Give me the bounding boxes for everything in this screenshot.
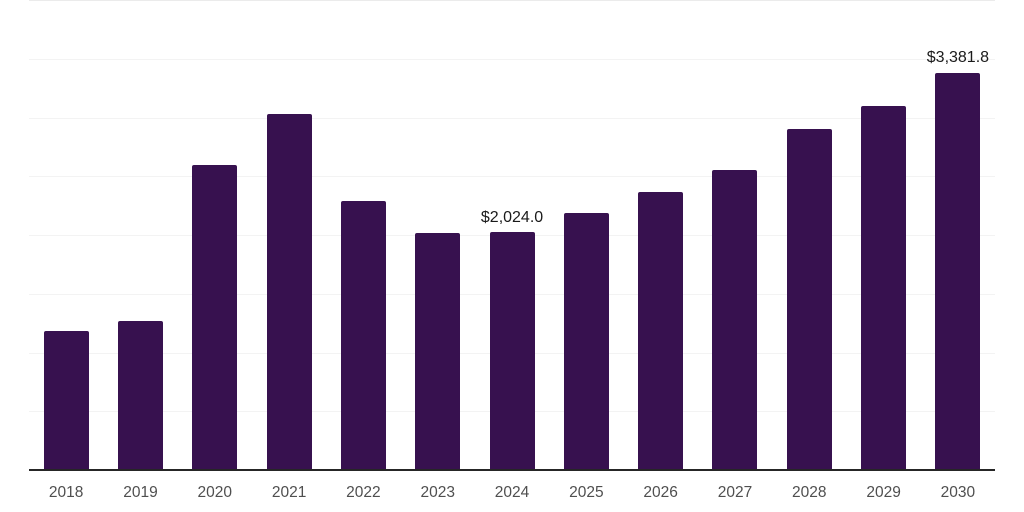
bar-2020[interactable] [192,164,238,470]
x-tick-2024: 2024 [494,484,530,501]
x-tick-2030: 2030 [940,484,976,501]
bar-slot-2027 [698,0,772,470]
bar-2028[interactable] [786,129,832,470]
x-tick-2021: 2021 [271,484,307,501]
bar-slot-2022 [326,0,400,470]
bar-slot-2024: $2,024.0 [475,0,549,470]
bar-2025[interactable] [563,213,609,470]
bar-2026[interactable] [638,192,684,470]
bar-2019[interactable] [117,321,163,470]
bar-slot-2030: $3,381.8 [921,0,995,470]
bar-2023[interactable] [415,233,461,470]
bar-slot-2018 [29,0,103,470]
bar-slot-2028 [772,0,846,470]
bar-2022[interactable] [340,200,386,470]
bar-slot-2026 [624,0,698,470]
bar-slot-2025 [549,0,623,470]
x-tick-2023: 2023 [420,484,455,501]
x-tick-2022: 2022 [346,484,381,501]
x-tick-2018: 2018 [48,484,84,501]
bar-value-label-2030: $3,381.8 [926,49,990,67]
x-tick-2019: 2019 [123,484,158,501]
bar-slot-2021 [252,0,326,470]
bars-row: $2,024.0 $3,381.8 [29,0,995,470]
x-tick-2026: 2026 [643,484,678,501]
bar-2030[interactable]: $3,381.8 [927,49,989,470]
bar-slot-2029 [846,0,920,470]
bar-2029[interactable] [861,106,907,470]
plot-area: $2,024.0 $3,381.8 [29,0,995,471]
bar-value-label-2024: $2,024.0 [480,208,544,226]
bar-2018[interactable] [43,331,89,470]
gridline-3500 [29,58,995,60]
bar-2024[interactable]: $2,024.0 [481,209,543,470]
x-tick-2025: 2025 [569,484,604,501]
x-tick-2028: 2028 [792,484,827,501]
bar-2021[interactable] [266,113,312,470]
gridline-2500 [29,176,995,178]
gridline-3000 [29,117,995,119]
x-axis-labels: 2018 2019 2020 2021 2022 2023 2024 2025 2026 2027… [29,470,995,501]
x-tick-2027: 2027 [717,484,753,501]
bar-slot-2020 [178,0,252,470]
bar-2027[interactable] [712,170,758,470]
bar-slot-2023 [401,0,475,470]
x-axis-line [29,469,995,471]
x-tick-2029: 2029 [866,484,901,501]
bar-slot-2019 [103,0,177,470]
gridline-4000 [29,0,995,1]
x-tick-2020: 2020 [197,484,233,501]
